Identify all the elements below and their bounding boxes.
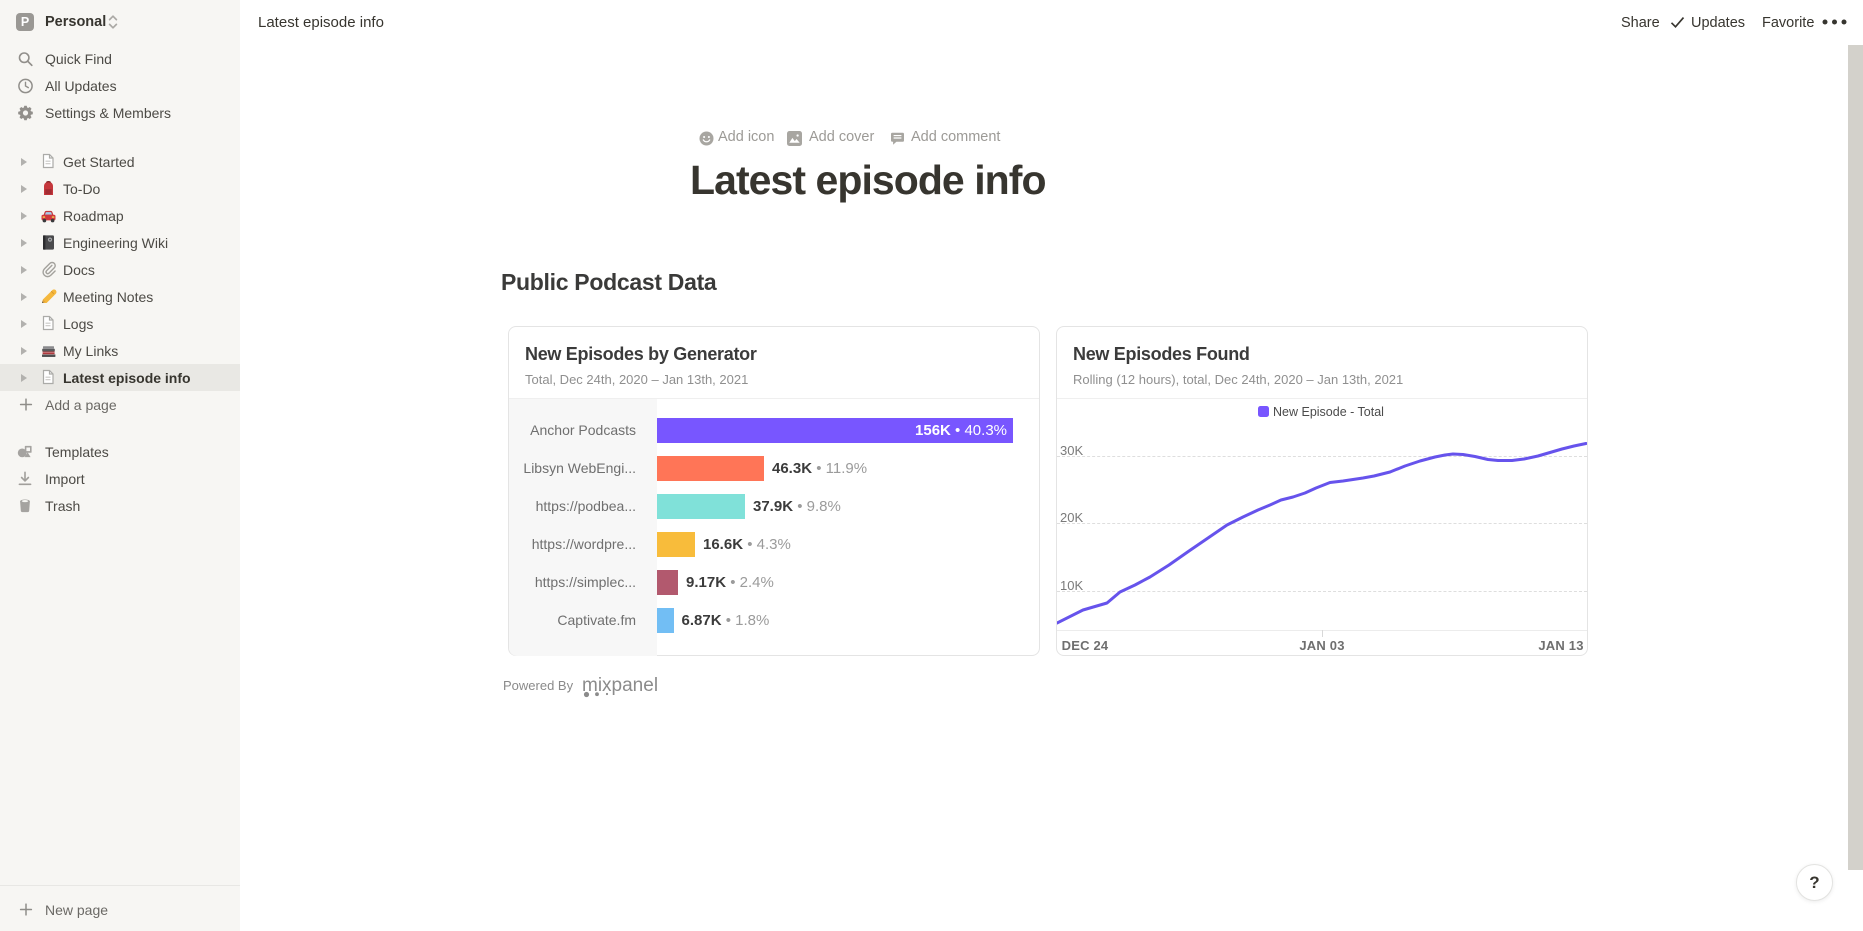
svg-text:mixpanel: mixpanel [582,675,658,696]
